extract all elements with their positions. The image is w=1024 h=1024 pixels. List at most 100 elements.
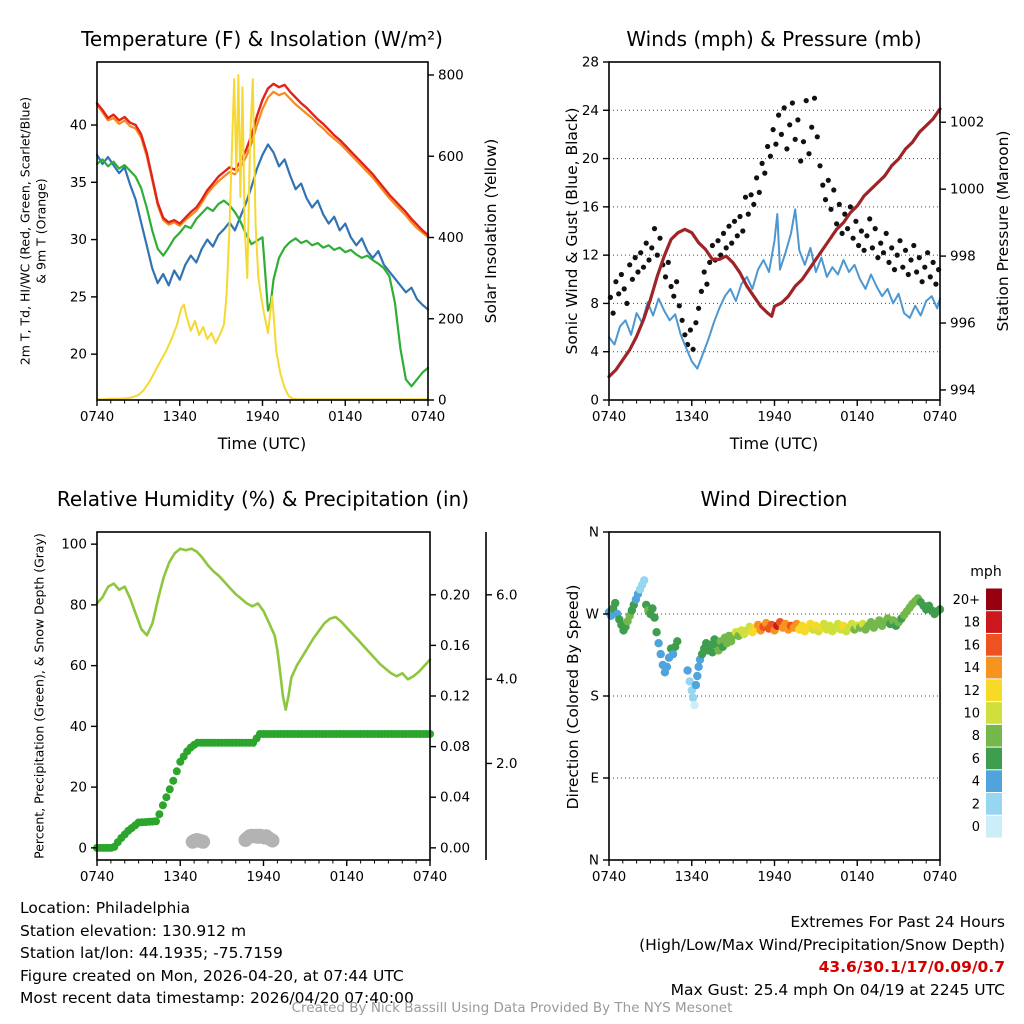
tick-label: W: [586, 607, 599, 623]
station-latlon: Station lat/lon: 44.1935; -75.7159: [20, 944, 283, 962]
tick-label: 40: [70, 118, 87, 134]
tick-label: 600: [438, 149, 464, 165]
series-station_pressure: [607, 107, 942, 379]
winds-panel-title: Winds (mph) & Pressure (mb): [626, 27, 922, 51]
series-direction_by_speed: [604, 576, 945, 710]
series-dewpoint_2m: [95, 158, 430, 388]
temp-xaxis-label: Time (UTC): [217, 434, 307, 453]
tick-label: 35: [70, 175, 87, 191]
colorbar-segment: [986, 724, 1002, 747]
x-axis-ticks: 0740 1340 1940 0140 0740: [592, 400, 957, 425]
tick-label: 12: [582, 248, 599, 264]
colorbar-segment: [986, 656, 1002, 679]
y-axis-left-ticks: 0 20 40 60 80 100: [61, 537, 97, 856]
tick-label: 0: [972, 820, 980, 835]
winds_pressure-chart: 0740 1340 1940 0140 074004812162024289949969…: [582, 55, 985, 426]
y-axis-left-ticks: 20 25 30 35 40: [70, 118, 97, 363]
tick-label: 400: [438, 230, 464, 246]
credit-line: Created By Nick Bassill Using Data Provi…: [291, 1000, 733, 1016]
tick-label: 0.08: [440, 739, 470, 755]
tick-label: 1940: [757, 409, 791, 425]
colorbar-segment: [986, 634, 1002, 656]
station-location: Location: Philadelphia: [20, 899, 191, 917]
tick-label: 10: [963, 707, 980, 722]
colorbar-segment: [986, 702, 1002, 724]
tick-label: mph: [970, 564, 1001, 580]
y-axis-right2-ticks: 2.0 4.0 6.0: [485, 532, 517, 860]
tick-label: 0140: [840, 409, 874, 425]
temp-panel-title: Temperature (F) & Insolation (W/m²): [81, 27, 443, 51]
humidity-yaxis-left-label: Percent, Precipitation (Green), & Snow D…: [31, 533, 47, 859]
tick-label: 1000: [950, 182, 984, 198]
tick-label: 0.04: [440, 790, 470, 806]
tick-label: 20+: [953, 593, 980, 608]
winds-xaxis-label: Time (UTC): [729, 434, 819, 453]
colorbar-segment: [986, 815, 1002, 838]
colorbar-segment: [986, 793, 1002, 815]
tick-label: 0: [438, 393, 447, 409]
tick-label: 0: [78, 840, 87, 856]
tick-label: 0740: [592, 869, 626, 885]
temp_insolation-chart: 0740 1340 1940 0140 074020253035400200400600…: [70, 61, 464, 425]
tick-label: 0.16: [440, 638, 470, 654]
max-gust: Max Gust: 25.4 mph On 04/19 at 2245 UTC: [670, 980, 1005, 999]
series-sonic_wind: [608, 208, 941, 370]
tick-label: 0740: [80, 409, 114, 425]
x-axis-ticks: 0740 1340 1940 0140 0740: [80, 400, 445, 425]
colorbar-segment: [986, 679, 1002, 702]
tick-label: 40: [70, 719, 87, 735]
tick-label: 30: [70, 232, 87, 248]
tick-label: 0740: [923, 869, 957, 885]
tick-label: 14: [963, 661, 980, 676]
colorbar-segment: [986, 747, 1002, 770]
tick-label: 0740: [80, 869, 114, 885]
tick-label: 25: [70, 289, 87, 305]
tick-label: 1940: [246, 869, 280, 885]
series-snow_depth: [185, 828, 280, 849]
winds-yaxis-right-label: Station Pressure (Maroon): [994, 130, 1012, 332]
tick-label: 20: [70, 780, 87, 796]
tick-label: 12: [963, 684, 980, 699]
series-wind_chill_2m: [95, 143, 430, 311]
tick-label: 2.0: [496, 756, 517, 772]
y-axis-right-ticks: 0 200 400 600 800: [428, 68, 464, 409]
tick-label: 994: [950, 382, 976, 398]
winddir-panel-title: Wind Direction: [700, 487, 848, 511]
winds-yaxis-left-label: Sonic Wind & Gust (Blue, Black): [563, 107, 581, 355]
series-temp_2m: [95, 82, 430, 237]
extremes-title: Extremes For Past 24 Hours: [790, 913, 1005, 931]
humidity-panel-title: Relative Humidity (%) & Precipitation (i…: [56, 487, 470, 511]
tick-label: 8: [972, 729, 980, 744]
tick-label: 6.0: [496, 587, 517, 603]
extremes-values: 43.6/30.1/17/0.09/0.7: [818, 958, 1005, 976]
tick-label: 0740: [411, 409, 445, 425]
tick-label: 6: [972, 752, 980, 767]
tick-label: 4: [590, 344, 599, 360]
data-timestamp: Most recent data timestamp: 2026/04/20 0…: [20, 989, 414, 1007]
tick-label: 0.20: [440, 587, 470, 603]
tick-label: 0740: [923, 409, 957, 425]
tick-label: 800: [438, 68, 464, 84]
temp-yaxis-left-label-line1: 2m T, Td, HI/WC (Red, Green, Scarlet/Blu…: [17, 96, 33, 366]
tick-label: 16: [582, 199, 599, 215]
y-axis-left-ticks: 0 4 8 12 16 20 24 28: [582, 55, 609, 409]
tick-label: 100: [61, 537, 87, 553]
tick-label: 1340: [675, 869, 709, 885]
tick-label: N: [589, 525, 599, 541]
series-precip_accum: [93, 730, 434, 852]
tick-label: N: [589, 853, 599, 869]
tick-label: 0.00: [440, 840, 470, 856]
tick-label: 20: [70, 347, 87, 363]
tick-label: 1340: [675, 409, 709, 425]
x-axis-ticks: 0740 1340 1940 0140 0740: [80, 860, 447, 885]
tick-label: 16: [963, 638, 980, 653]
tick-label: E: [590, 771, 599, 787]
tick-label: 0140: [328, 409, 362, 425]
tick-label: 2: [972, 797, 980, 812]
y-axis-right-ticks: 994 996 998 1000 1002: [940, 115, 984, 398]
y-axis-left-ticks: N W S E N: [586, 525, 609, 869]
extremes-block: Extremes For Past 24 Hours (High/Low/Max…: [639, 911, 1005, 1001]
tick-label: 18: [963, 616, 980, 631]
